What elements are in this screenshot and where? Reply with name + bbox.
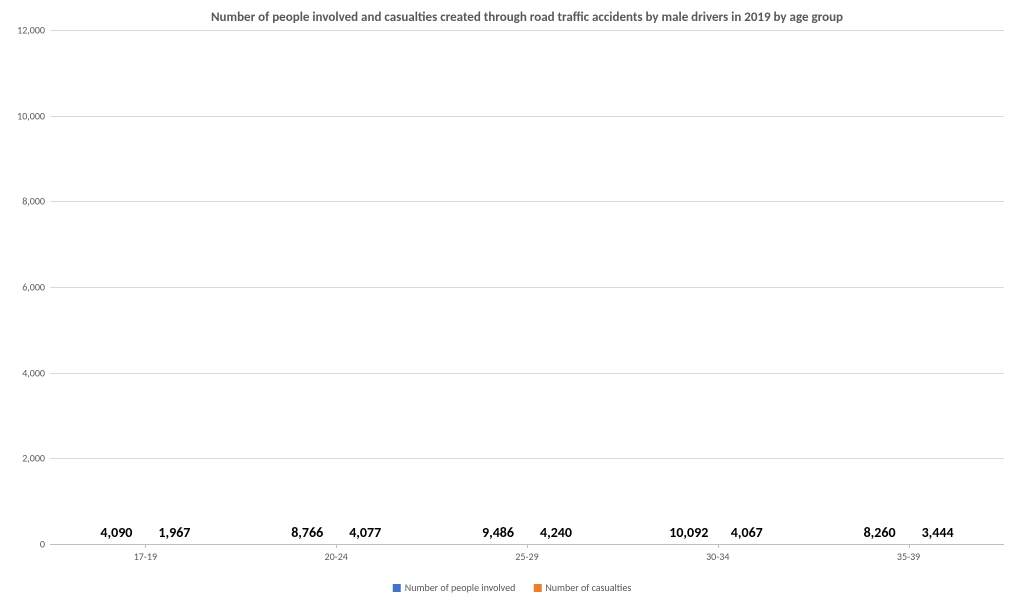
bar-data-label: 4,090 [100,524,132,541]
legend: Number of people involved Number of casu… [393,581,631,594]
bar-data-label: 8,260 [864,524,896,541]
ytick-label: 10,000 [5,109,45,122]
bar-data-label: 9,486 [482,524,514,541]
xtick-label: 25-29 [515,550,538,563]
legend-label-involved: Number of people involved [405,581,516,594]
chart-title: Number of people involved and casualties… [50,8,1004,25]
bar-data-label: 3,444 [922,524,954,541]
x-tick [145,544,146,548]
bar-data-label: 4,077 [349,524,381,541]
xtick-label: 35-39 [897,550,920,563]
bar-data-label: 1,967 [158,524,190,541]
gridline [50,116,1004,117]
legend-item-involved: Number of people involved [393,581,516,594]
plot-area: 4,0901,96717-198,7664,07720-249,4864,240… [50,30,1004,545]
gridline [50,30,1004,31]
bar-data-label: 4,240 [540,524,572,541]
ytick-label: 4,000 [5,366,45,379]
gridline [50,201,1004,202]
ytick-label: 8,000 [5,195,45,208]
x-tick [527,544,528,548]
xtick-label: 20-24 [325,550,348,563]
gridline [50,373,1004,374]
x-tick [909,544,910,548]
legend-label-casualties: Number of casualties [545,581,631,594]
ytick-label: 12,000 [5,24,45,37]
bar-data-label: 10,092 [669,524,708,541]
ytick-label: 2,000 [5,452,45,465]
ytick-label: 6,000 [5,281,45,294]
xtick-label: 30-34 [706,550,729,563]
legend-item-casualties: Number of casualties [533,581,631,594]
chart-container: Number of people involved and casualties… [0,0,1024,600]
x-tick [718,544,719,548]
bar-data-label: 4,067 [731,524,763,541]
gridline [50,287,1004,288]
xtick-label: 17-19 [134,550,157,563]
legend-swatch-involved [393,584,401,592]
ytick-label: 0 [5,538,45,551]
bar-data-label: 8,766 [291,524,323,541]
x-tick [336,544,337,548]
legend-swatch-casualties [533,584,541,592]
gridline [50,458,1004,459]
